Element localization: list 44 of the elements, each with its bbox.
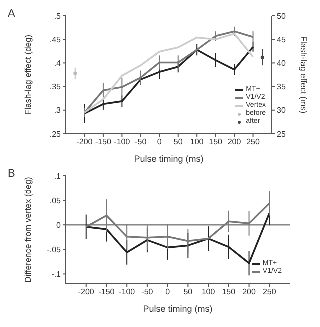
x-tick-label: 150	[209, 138, 224, 147]
x-tick-label: 250	[246, 138, 260, 147]
y-axis-title: Flash-lag effect (deg)	[23, 34, 34, 116]
x-tick-label: 200	[242, 288, 256, 297]
y2-tick-label: 30	[277, 106, 286, 116]
x-tick-label: 50	[184, 288, 194, 297]
y2-tick-label: 40	[277, 59, 286, 68]
text: B	[8, 168, 16, 180]
x-tick-label: 100	[202, 288, 216, 297]
y-tick-label: .4	[54, 59, 62, 68]
y-axis-title: Difference from vertex (deg)	[23, 177, 34, 283]
y2-tick-label: 35	[277, 82, 286, 92]
x-tick-label: 200	[228, 138, 242, 147]
y-tick-label: .1	[54, 172, 62, 181]
x-tick-label: -50	[142, 288, 154, 297]
y-tick-label: -.05	[47, 245, 62, 254]
x-tick-label: -100	[119, 288, 136, 297]
y2-axis-title: Flash-lag effect (ms)	[298, 36, 309, 114]
y2-tick-label: 25	[277, 130, 286, 139]
x-tick-label: -200	[78, 288, 95, 297]
x-tick-label: -200	[76, 138, 94, 147]
x-tick-label: -100	[114, 138, 131, 147]
x-axis-title: Pulse timing (ms)	[143, 304, 213, 314]
x-tick-label: 0	[157, 138, 162, 147]
y2-tick-label: 50	[277, 12, 286, 21]
x-tick-label: 150	[222, 288, 236, 297]
x-tick-label: 50	[174, 138, 184, 147]
y-tick-label: .25	[50, 130, 62, 139]
y2-tick-label: 45	[277, 35, 286, 44]
x-tick-label: 250	[262, 288, 277, 297]
x-tick-label: -150	[95, 138, 112, 147]
y-tick-label: .5	[54, 12, 62, 21]
x-tick-label: 100	[190, 138, 204, 147]
y-tick-label: .35	[50, 82, 62, 92]
y-tick-label: -.1	[52, 270, 62, 280]
text: A	[8, 8, 16, 20]
x-tick-label: -150	[98, 288, 116, 297]
x-tick-label: 0	[166, 288, 171, 297]
y-tick-label: .05	[50, 196, 62, 206]
x-tick-label: -50	[135, 138, 148, 147]
x-axis-title: Pulse timing (ms)	[134, 154, 204, 164]
y-tick-label: 0	[56, 220, 62, 230]
y-tick-label: .3	[54, 106, 62, 116]
y-tick-label: .45	[50, 35, 62, 44]
